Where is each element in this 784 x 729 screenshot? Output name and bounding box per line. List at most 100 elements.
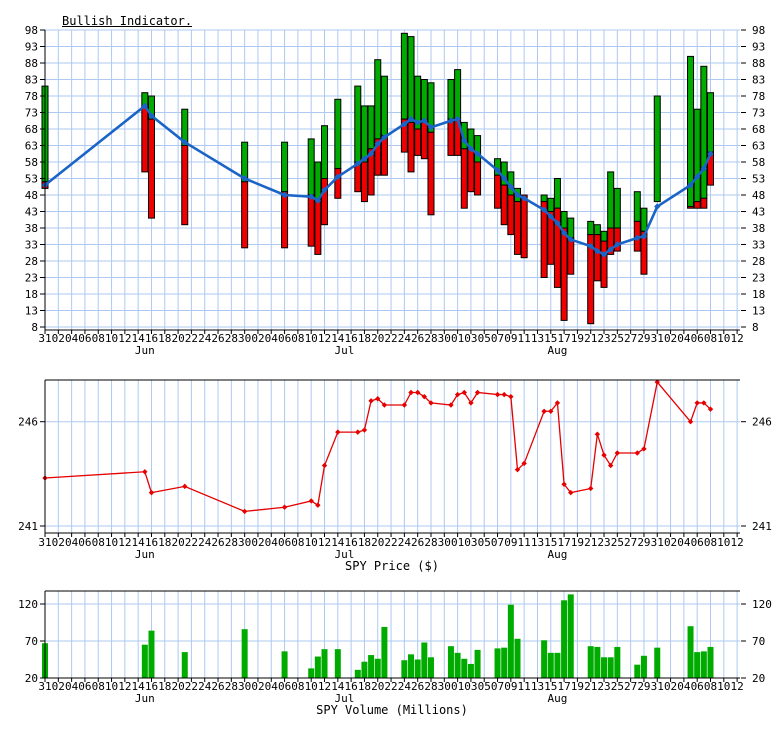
- svg-text:18: 18: [25, 288, 38, 301]
- svg-text:02: 02: [664, 536, 677, 549]
- svg-text:93: 93: [25, 41, 38, 54]
- svg-text:26: 26: [411, 680, 424, 693]
- svg-text:05: 05: [478, 536, 491, 549]
- svg-text:07: 07: [491, 536, 504, 549]
- svg-text:29: 29: [637, 536, 650, 549]
- svg-text:83: 83: [752, 74, 765, 87]
- svg-text:22: 22: [185, 332, 198, 345]
- svg-text:20: 20: [371, 536, 384, 549]
- svg-text:24: 24: [198, 332, 212, 345]
- svg-text:20: 20: [25, 672, 38, 685]
- svg-text:18: 18: [358, 680, 371, 693]
- svg-text:16: 16: [345, 536, 358, 549]
- svg-text:13: 13: [25, 305, 38, 318]
- svg-text:24: 24: [198, 680, 212, 693]
- svg-text:25: 25: [611, 680, 624, 693]
- svg-text:26: 26: [211, 680, 224, 693]
- svg-text:24: 24: [398, 332, 412, 345]
- svg-text:12: 12: [118, 680, 131, 693]
- svg-text:14: 14: [331, 680, 345, 693]
- svg-text:02: 02: [664, 680, 677, 693]
- svg-text:241: 241: [18, 520, 38, 533]
- moving-average-line: [41, 102, 714, 258]
- svg-text:120: 120: [18, 598, 38, 611]
- svg-text:246: 246: [752, 416, 772, 429]
- svg-text:31: 31: [651, 332, 664, 345]
- svg-text:08: 08: [704, 536, 717, 549]
- svg-text:98: 98: [25, 24, 38, 37]
- svg-text:02: 02: [251, 680, 264, 693]
- svg-text:12: 12: [118, 536, 131, 549]
- svg-text:63: 63: [752, 140, 765, 153]
- svg-text:04: 04: [677, 332, 691, 345]
- svg-text:10: 10: [717, 332, 730, 345]
- svg-text:31: 31: [38, 680, 51, 693]
- svg-text:12: 12: [318, 332, 331, 345]
- svg-text:93: 93: [752, 41, 765, 54]
- svg-text:48: 48: [752, 189, 765, 202]
- svg-text:22: 22: [185, 536, 198, 549]
- svg-text:28: 28: [424, 536, 437, 549]
- svg-text:11: 11: [518, 680, 531, 693]
- svg-text:15: 15: [544, 680, 557, 693]
- svg-text:06: 06: [278, 332, 291, 345]
- svg-text:18: 18: [158, 680, 171, 693]
- svg-text:28: 28: [225, 536, 238, 549]
- svg-text:14: 14: [132, 536, 146, 549]
- svg-text:30: 30: [238, 536, 251, 549]
- svg-text:58: 58: [752, 156, 765, 169]
- svg-text:20: 20: [171, 680, 184, 693]
- svg-text:12: 12: [118, 332, 131, 345]
- svg-text:04: 04: [65, 332, 79, 345]
- svg-text:23: 23: [752, 272, 765, 285]
- svg-text:33: 33: [25, 239, 38, 252]
- svg-text:78: 78: [752, 90, 765, 103]
- svg-text:08: 08: [291, 536, 304, 549]
- y-axis-labels: 241 241 246 246: [18, 416, 772, 533]
- svg-text:04: 04: [65, 536, 79, 549]
- svg-text:04: 04: [265, 332, 279, 345]
- svg-text:27: 27: [624, 680, 637, 693]
- svg-text:17: 17: [557, 680, 570, 693]
- svg-text:10: 10: [305, 332, 318, 345]
- y-axis-labels: 20 20 70 70 120 120: [18, 598, 772, 685]
- x-axis-labels: 31 02 04 06 08 10 12 14 16 18 20 22 24 26 28 30 02 04 06 08…: [38, 533, 744, 561]
- price-content: [42, 379, 714, 515]
- svg-text:23: 23: [597, 332, 610, 345]
- svg-text:13: 13: [531, 536, 544, 549]
- svg-text:14: 14: [132, 332, 146, 345]
- svg-text:20: 20: [171, 536, 184, 549]
- svg-text:10: 10: [105, 536, 118, 549]
- svg-text:16: 16: [145, 332, 158, 345]
- svg-text:26: 26: [411, 332, 424, 345]
- svg-text:28: 28: [25, 255, 38, 268]
- svg-text:68: 68: [25, 123, 38, 136]
- svg-text:05: 05: [478, 332, 491, 345]
- svg-text:20: 20: [371, 680, 384, 693]
- svg-text:02: 02: [251, 536, 264, 549]
- svg-text:10: 10: [717, 680, 730, 693]
- svg-text:98: 98: [752, 24, 765, 37]
- svg-text:30: 30: [438, 332, 451, 345]
- svg-text:08: 08: [92, 536, 105, 549]
- svg-text:Aug: Aug: [547, 692, 567, 705]
- svg-text:14: 14: [331, 536, 345, 549]
- svg-text:33: 33: [752, 239, 765, 252]
- svg-text:12: 12: [318, 536, 331, 549]
- svg-text:63: 63: [25, 140, 38, 153]
- svg-text:03: 03: [464, 536, 477, 549]
- svg-text:08: 08: [704, 680, 717, 693]
- svg-text:30: 30: [438, 536, 451, 549]
- svg-text:01: 01: [451, 680, 464, 693]
- svg-text:17: 17: [557, 332, 570, 345]
- svg-text:04: 04: [265, 680, 279, 693]
- svg-text:11: 11: [518, 536, 531, 549]
- svg-text:19: 19: [571, 332, 584, 345]
- svg-text:14: 14: [132, 680, 146, 693]
- svg-text:Jul: Jul: [335, 344, 355, 357]
- svg-text:02: 02: [664, 332, 677, 345]
- svg-text:01: 01: [451, 332, 464, 345]
- svg-text:21: 21: [584, 332, 597, 345]
